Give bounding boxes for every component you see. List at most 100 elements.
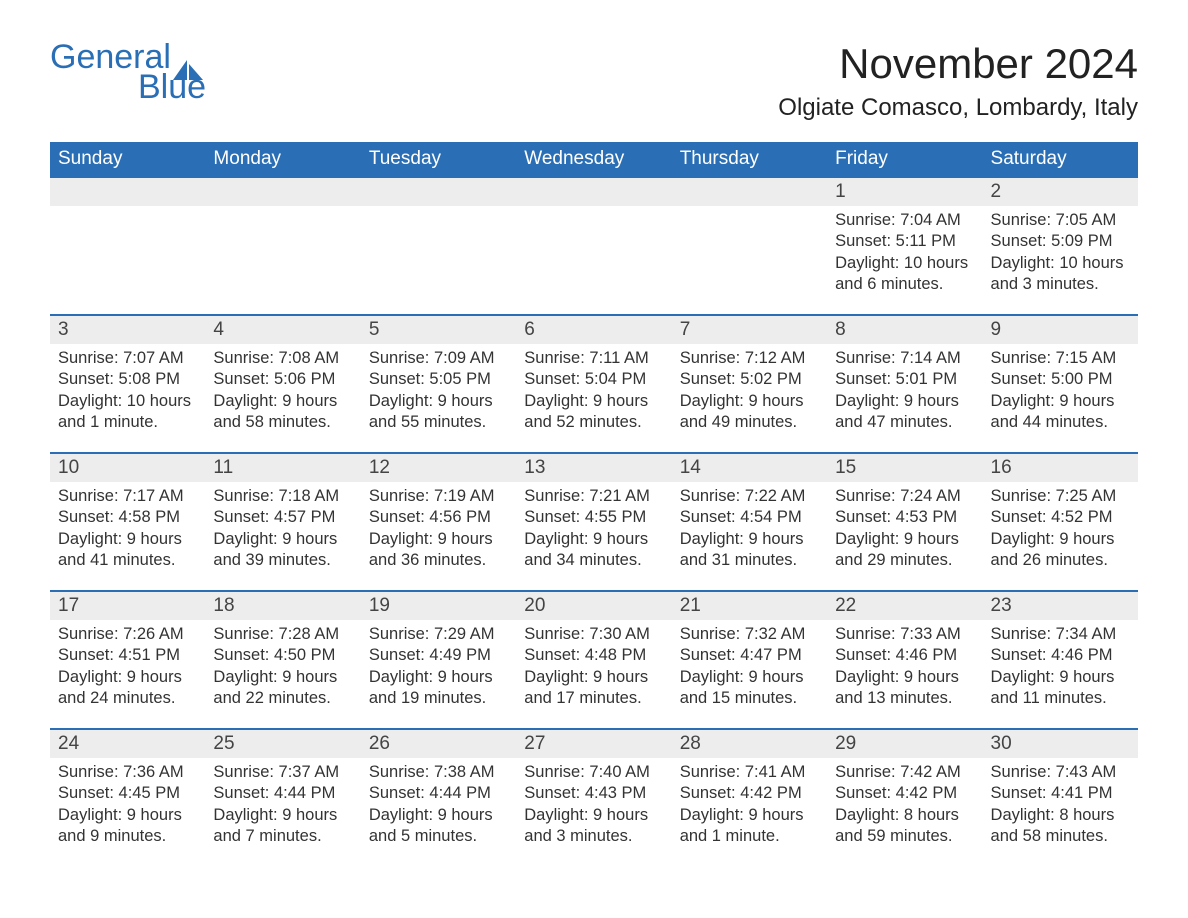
sunrise-line: Sunrise: 7:37 AM — [213, 762, 352, 783]
daylight-label: Daylight: — [680, 668, 749, 686]
sunset-value: 4:41 PM — [1051, 784, 1112, 802]
daylight-line: Daylight: 9 hours and 41 minutes. — [58, 529, 197, 572]
calendar-cell: 25Sunrise: 7:37 AMSunset: 4:44 PMDayligh… — [205, 728, 360, 866]
sunset-label: Sunset: — [835, 508, 896, 526]
sunrise-value: 7:12 AM — [745, 349, 806, 367]
sunset-line: Sunset: 4:58 PM — [58, 507, 197, 528]
daylight-line: Daylight: 9 hours and 31 minutes. — [680, 529, 819, 572]
sunrise-line: Sunrise: 7:30 AM — [524, 624, 663, 645]
daylight-line: Daylight: 9 hours and 3 minutes. — [524, 805, 663, 848]
calendar-week-row: 10Sunrise: 7:17 AMSunset: 4:58 PMDayligh… — [50, 452, 1138, 590]
day-number: 11 — [205, 452, 360, 482]
weekday-header: Thursday — [672, 142, 827, 176]
empty-day-bar — [516, 176, 671, 206]
daylight-label: Daylight: — [524, 530, 593, 548]
sunrise-value: 7:07 AM — [123, 349, 184, 367]
sunset-label: Sunset: — [369, 508, 430, 526]
daylight-label: Daylight: — [680, 530, 749, 548]
sunrise-line: Sunrise: 7:19 AM — [369, 486, 508, 507]
sunset-line: Sunset: 5:09 PM — [991, 231, 1130, 252]
sunset-label: Sunset: — [524, 370, 585, 388]
daylight-line: Daylight: 9 hours and 55 minutes. — [369, 391, 508, 434]
sunset-value: 5:00 PM — [1051, 370, 1112, 388]
sunset-value: 5:05 PM — [429, 370, 490, 388]
calendar-cell: 22Sunrise: 7:33 AMSunset: 4:46 PMDayligh… — [827, 590, 982, 728]
sunset-label: Sunset: — [524, 646, 585, 664]
sunrise-line: Sunrise: 7:34 AM — [991, 624, 1130, 645]
daylight-line: Daylight: 9 hours and 24 minutes. — [58, 667, 197, 710]
daylight-line: Daylight: 9 hours and 7 minutes. — [213, 805, 352, 848]
sunset-label: Sunset: — [213, 646, 274, 664]
calendar-cell: 7Sunrise: 7:12 AMSunset: 5:02 PMDaylight… — [672, 314, 827, 452]
daylight-label: Daylight: — [991, 254, 1060, 272]
sunset-line: Sunset: 4:48 PM — [524, 645, 663, 666]
sunset-value: 4:44 PM — [429, 784, 490, 802]
calendar-cell: 4Sunrise: 7:08 AMSunset: 5:06 PMDaylight… — [205, 314, 360, 452]
sunset-line: Sunset: 5:00 PM — [991, 369, 1130, 390]
sunset-value: 4:48 PM — [585, 646, 646, 664]
sunrise-value: 7:05 AM — [1056, 211, 1117, 229]
daylight-label: Daylight: — [58, 530, 127, 548]
calendar-cell: 26Sunrise: 7:38 AMSunset: 4:44 PMDayligh… — [361, 728, 516, 866]
sunset-label: Sunset: — [680, 646, 741, 664]
day-number: 18 — [205, 590, 360, 620]
sunrise-label: Sunrise: — [991, 349, 1056, 367]
day-details: Sunrise: 7:14 AMSunset: 5:01 PMDaylight:… — [827, 344, 982, 440]
calendar-cell: 19Sunrise: 7:29 AMSunset: 4:49 PMDayligh… — [361, 590, 516, 728]
calendar-cell: 14Sunrise: 7:22 AMSunset: 4:54 PMDayligh… — [672, 452, 827, 590]
sunrise-value: 7:15 AM — [1056, 349, 1117, 367]
sunset-value: 5:11 PM — [896, 232, 956, 250]
calendar-table: SundayMondayTuesdayWednesdayThursdayFrid… — [50, 142, 1138, 866]
day-number: 20 — [516, 590, 671, 620]
sunrise-value: 7:21 AM — [589, 487, 650, 505]
day-number: 9 — [983, 314, 1138, 344]
sunset-line: Sunset: 4:50 PM — [213, 645, 352, 666]
daylight-line: Daylight: 9 hours and 58 minutes. — [213, 391, 352, 434]
day-details: Sunrise: 7:11 AMSunset: 5:04 PMDaylight:… — [516, 344, 671, 440]
calendar-cell: 23Sunrise: 7:34 AMSunset: 4:46 PMDayligh… — [983, 590, 1138, 728]
sunrise-label: Sunrise: — [680, 349, 745, 367]
sunrise-label: Sunrise: — [991, 487, 1056, 505]
sunset-label: Sunset: — [991, 784, 1052, 802]
sunset-value: 4:49 PM — [429, 646, 490, 664]
daylight-line: Daylight: 9 hours and 5 minutes. — [369, 805, 508, 848]
empty-day-bar — [50, 176, 205, 206]
sunset-label: Sunset: — [835, 232, 896, 250]
daylight-line: Daylight: 9 hours and 34 minutes. — [524, 529, 663, 572]
daylight-line: Daylight: 9 hours and 1 minute. — [680, 805, 819, 848]
daylight-line: Daylight: 9 hours and 13 minutes. — [835, 667, 974, 710]
calendar-cell: 11Sunrise: 7:18 AMSunset: 4:57 PMDayligh… — [205, 452, 360, 590]
sunrise-value: 7:29 AM — [434, 625, 495, 643]
day-details: Sunrise: 7:29 AMSunset: 4:49 PMDaylight:… — [361, 620, 516, 716]
sunrise-label: Sunrise: — [680, 625, 745, 643]
sunset-label: Sunset: — [369, 784, 430, 802]
calendar-cell: 1Sunrise: 7:04 AMSunset: 5:11 PMDaylight… — [827, 176, 982, 314]
calendar-cell-empty — [361, 176, 516, 314]
sunrise-value: 7:41 AM — [745, 763, 806, 781]
sunset-value: 4:57 PM — [274, 508, 335, 526]
sunset-line: Sunset: 4:44 PM — [213, 783, 352, 804]
sunset-label: Sunset: — [524, 508, 585, 526]
day-details: Sunrise: 7:05 AMSunset: 5:09 PMDaylight:… — [983, 206, 1138, 302]
sunset-label: Sunset: — [991, 646, 1052, 664]
sunset-value: 5:09 PM — [1051, 232, 1112, 250]
sunset-label: Sunset: — [991, 508, 1052, 526]
sunset-label: Sunset: — [369, 646, 430, 664]
day-number: 23 — [983, 590, 1138, 620]
calendar-cell: 17Sunrise: 7:26 AMSunset: 4:51 PMDayligh… — [50, 590, 205, 728]
day-details: Sunrise: 7:21 AMSunset: 4:55 PMDaylight:… — [516, 482, 671, 578]
sunrise-label: Sunrise: — [524, 625, 589, 643]
sunset-label: Sunset: — [835, 646, 896, 664]
day-number: 14 — [672, 452, 827, 482]
sunrise-label: Sunrise: — [835, 625, 900, 643]
sunset-label: Sunset: — [680, 784, 741, 802]
day-details: Sunrise: 7:12 AMSunset: 5:02 PMDaylight:… — [672, 344, 827, 440]
sunset-line: Sunset: 4:55 PM — [524, 507, 663, 528]
sunrise-label: Sunrise: — [680, 763, 745, 781]
day-number: 28 — [672, 728, 827, 758]
empty-day-bar — [361, 176, 516, 206]
sunrise-value: 7:34 AM — [1056, 625, 1117, 643]
sunrise-value: 7:28 AM — [279, 625, 340, 643]
sunrise-label: Sunrise: — [58, 349, 123, 367]
sunset-value: 4:43 PM — [585, 784, 646, 802]
